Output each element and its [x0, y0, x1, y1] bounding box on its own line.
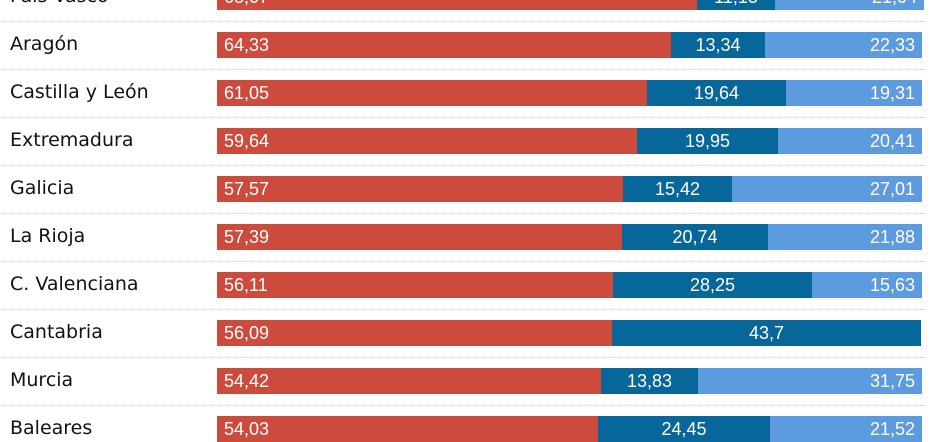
bar-segment: 68,07 [217, 0, 697, 10]
bar-segment: 13,83 [601, 368, 698, 394]
row-separator [0, 21, 925, 22]
data-label: 13,83 [626, 371, 673, 391]
data-label: 19,95 [684, 131, 731, 151]
data-label: 20,41 [869, 131, 915, 151]
data-label: 64,33 [224, 35, 270, 55]
row-separator [0, 261, 925, 262]
category-label: Murcia [10, 369, 74, 391]
row-separator [0, 165, 925, 166]
category-label: País Vasco [10, 0, 109, 6]
bar-segment: 20,74 [622, 224, 768, 250]
data-label: 21,52 [869, 419, 915, 439]
data-label: 59,64 [224, 131, 270, 151]
data-label: 13,34 [695, 35, 741, 55]
data-label: 24,45 [661, 419, 707, 439]
bar-segment: 54,03 [217, 416, 598, 442]
bar-segment: 15,42 [623, 176, 732, 202]
category-label: Cantabria [10, 321, 103, 343]
data-label: 56,11 [224, 275, 268, 295]
data-label: 31,75 [869, 371, 915, 391]
row-separator [0, 357, 925, 358]
category-label: Baleares [10, 417, 93, 439]
bar-segment: 43,7 [612, 320, 921, 346]
bar-segment: 31,75 [698, 368, 922, 394]
data-label: 15,42 [654, 179, 701, 199]
bar-segment: 21,52 [770, 416, 922, 442]
category-label: Castilla y León [10, 81, 149, 103]
bar-segment: 21,88 [768, 224, 922, 250]
data-label: 68,07 [224, 0, 269, 10]
category-label: La Rioja [10, 225, 86, 247]
data-label: 54,03 [224, 419, 270, 439]
bar-segment: 22,33 [765, 32, 922, 58]
bar-segment: 56,11 [217, 272, 613, 298]
data-label: 20,74 [672, 227, 718, 247]
bar-segment: 27,01 [732, 176, 922, 202]
bar-segment: 11,13 [697, 0, 775, 10]
data-label: 61,05 [224, 83, 270, 103]
bar-segment: 54,42 [217, 368, 601, 394]
bar-segment: 24,45 [598, 416, 770, 442]
data-label: 19,64 [693, 83, 740, 103]
bar-segment: 61,05 [217, 80, 647, 106]
data-label: 57,57 [224, 179, 270, 199]
bar-segment: 19,64 [647, 80, 786, 106]
row-separator [0, 117, 925, 118]
bar-segment: 21,04 [775, 0, 924, 10]
category-label: Aragón [10, 33, 79, 55]
bar-segment: 59,64 [217, 128, 637, 154]
row-separator [0, 69, 925, 70]
bar-segment: 57,57 [217, 176, 623, 202]
bar-segment: 57,39 [217, 224, 622, 250]
data-label: 56,09 [224, 323, 270, 343]
data-label: 54,42 [224, 371, 270, 391]
bar-segment: 56,09 [217, 320, 612, 346]
bar-segment: 28,25 [613, 272, 812, 298]
data-label: 11,13 [697, 0, 775, 10]
data-label: 21,88 [869, 227, 915, 247]
bar-segment: 64,33 [217, 32, 671, 58]
data-label: 27,01 [869, 179, 915, 199]
category-label: Galicia [10, 177, 75, 199]
bar-segment: 19,31 [786, 80, 922, 106]
bar-segment: 15,63 [812, 272, 922, 298]
data-label: 21,04 [872, 0, 917, 10]
category-label: Extremadura [10, 129, 134, 151]
bar-segment: 20,41 [778, 128, 922, 154]
row-separator [0, 309, 925, 310]
category-label: C. Valenciana [10, 273, 139, 295]
row-separator [0, 405, 925, 406]
data-label: 57,39 [224, 227, 270, 247]
data-label: 19,31 [869, 83, 915, 103]
data-label: 15,63 [869, 275, 915, 295]
bar-segment: 19,95 [637, 128, 778, 154]
row-separator [0, 213, 925, 214]
data-label: 43,7 [748, 323, 785, 343]
bar-segment: 13,34 [671, 32, 765, 58]
data-label: 22,33 [869, 35, 915, 55]
data-label: 28,25 [689, 275, 736, 295]
